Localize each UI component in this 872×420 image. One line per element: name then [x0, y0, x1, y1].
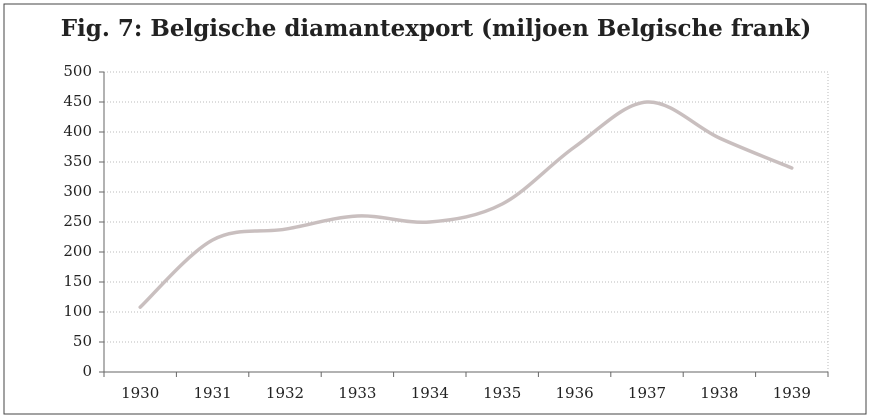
chart-title: Fig. 7: Belgische diamantexport (miljoen…	[61, 15, 812, 42]
frame	[3, 3, 867, 415]
y-tick-label: 350	[63, 152, 92, 170]
x-tick-label: 1935	[483, 384, 521, 402]
x-tick-label: 1937	[628, 384, 666, 402]
x-tick-label: 1934	[411, 384, 449, 402]
y-tick-label: 200	[63, 242, 92, 260]
x-tick-label: 1930	[121, 384, 159, 402]
data-line	[138, 100, 794, 309]
x-tick-label: 1931	[194, 384, 232, 402]
y-tick-label: 150	[63, 272, 92, 290]
y-tick-label: 400	[63, 122, 92, 140]
x-tick-label: 1933	[338, 384, 376, 402]
x-tick-label: 1932	[266, 384, 304, 402]
y-tick-label: 500	[63, 62, 92, 80]
y-tick-label: 250	[63, 212, 92, 230]
y-tick-label: 0	[82, 362, 92, 380]
y-tick-label: 50	[73, 332, 92, 350]
x-tick-label: 1938	[700, 384, 738, 402]
y-tick-label: 100	[63, 302, 92, 320]
x-tick-label: 1936	[556, 384, 594, 402]
x-tick-label: 1939	[773, 384, 811, 402]
y-tick-label: 300	[63, 182, 92, 200]
y-tick-label: 450	[63, 92, 92, 110]
